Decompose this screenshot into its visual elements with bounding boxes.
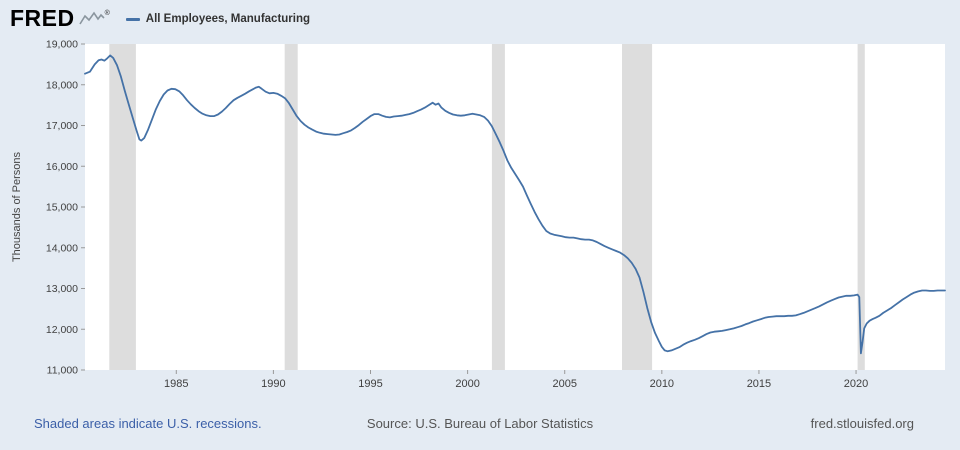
legend-line-swatch: [125, 17, 140, 21]
recession-band: [622, 44, 653, 370]
fred-logo[interactable]: FRED ®: [10, 4, 110, 31]
x-tick-label: 2005: [552, 378, 576, 390]
legend-label: All Employees, Manufacturing: [145, 13, 311, 25]
y-tick-label: 14,000: [46, 242, 78, 254]
recession-bands: [109, 44, 865, 370]
x-tick-label: 2000: [455, 378, 479, 390]
y-tick-label: 11,000: [47, 365, 78, 377]
recession-band: [491, 44, 505, 370]
x-tick-label: 1990: [261, 378, 285, 390]
fred-logo-graph-icon: [78, 11, 105, 24]
registered-trademark-icon: ®: [104, 9, 110, 17]
employment-line: [84, 54, 946, 355]
plot-area: [85, 44, 945, 370]
employment-line-chart: 11,000 12,000 13,000 14,000 15,000 16,000 17,0…: [46, 39, 946, 390]
x-tick-label: 1985: [164, 378, 188, 390]
fred-site-link[interactable]: fred.stlouisfed.org: [810, 416, 914, 431]
footer: Shaded areas indicate U.S. recessions. S…: [0, 416, 960, 438]
x-axis: 1985 1990 1995 2000 2005 2010 2015 2020: [164, 370, 868, 390]
chart-legend: All Employees, Manufacturing: [125, 13, 311, 25]
y-tick-label: 17,000: [46, 120, 78, 132]
y-tick-label: 13,000: [46, 283, 78, 295]
recession-band: [109, 44, 136, 370]
y-tick-label: 16,000: [46, 161, 78, 173]
y-tick-label: 18,000: [46, 79, 78, 91]
fred-logo-text: FRED: [10, 4, 75, 31]
y-tick-label: 19,000: [46, 39, 78, 51]
recession-band: [284, 44, 298, 370]
recession-note-link[interactable]: Shaded areas indicate U.S. recessions.: [34, 416, 262, 431]
y-axis: 11,000 12,000 13,000 14,000 15,000 16,000 17,0…: [46, 39, 85, 377]
y-tick-label: 15,000: [46, 202, 78, 214]
recession-band: [857, 44, 865, 370]
x-tick-label: 2015: [747, 378, 771, 390]
header: FRED ® All Employees, Manufacturing: [0, 0, 960, 36]
source-text: Source: U.S. Bureau of Labor Statistics: [366, 416, 594, 431]
x-tick-label: 1995: [358, 378, 382, 390]
x-tick-label: 2010: [650, 378, 674, 390]
y-tick-label: 12,000: [46, 324, 78, 336]
x-tick-label: 2020: [844, 378, 868, 390]
